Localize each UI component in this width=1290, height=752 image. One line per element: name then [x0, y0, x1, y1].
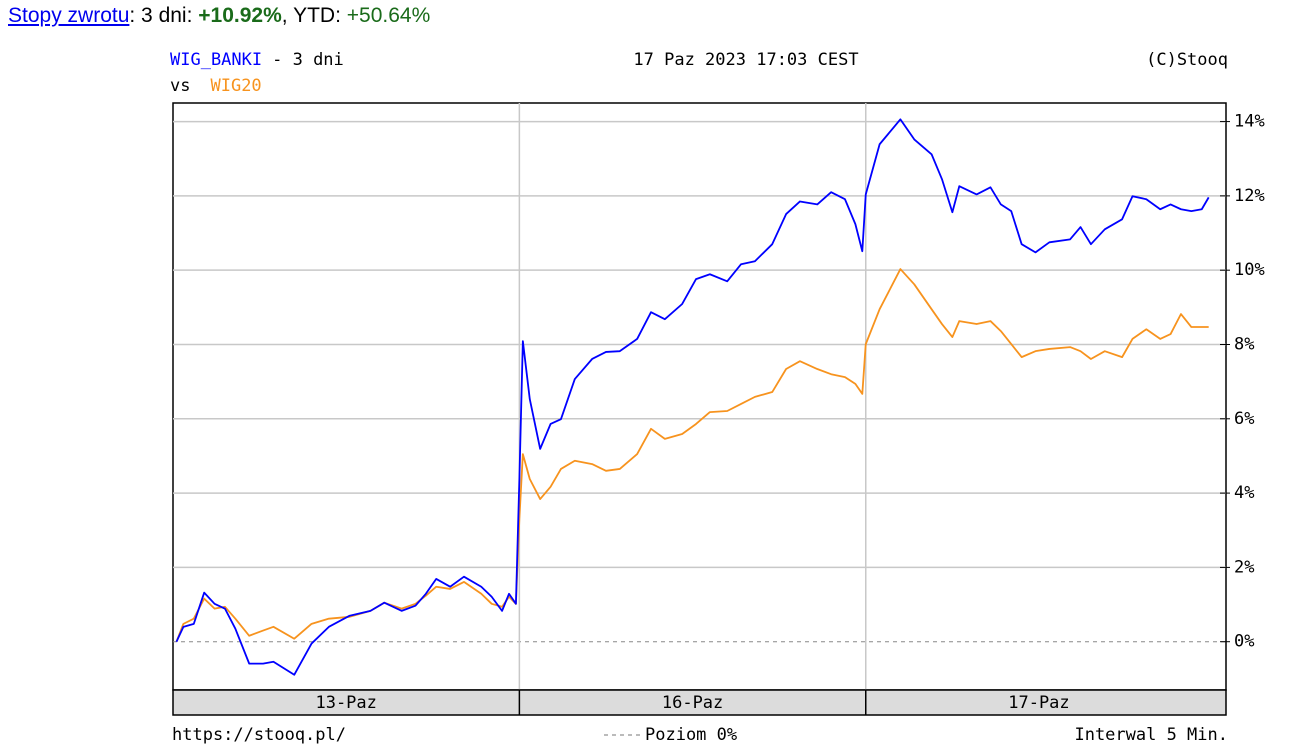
vs-label: vs — [170, 76, 190, 96]
x-tick-label: 17-Paz — [1008, 693, 1069, 713]
compare-line: vs WIG20 — [170, 76, 262, 96]
copyright: (C)Stooq — [1146, 50, 1228, 70]
y-tick-label: 10% — [1234, 260, 1265, 280]
y-tick-label: 0% — [1234, 632, 1254, 652]
period-label: : 3 dni: — [129, 4, 199, 27]
compare-name: WIG20 — [210, 76, 261, 96]
chart-title: WIG_BANKI - 3 dni — [170, 50, 344, 70]
ytd-return: +50.64% — [346, 4, 431, 27]
y-tick-label: 14% — [1234, 112, 1265, 132]
returns-link[interactable]: Stopy zwrotu — [8, 4, 130, 27]
y-tick-label: 8% — [1234, 334, 1254, 354]
y-tick-label: 12% — [1234, 186, 1265, 206]
footer-url: https://stooq.pl/ — [172, 725, 346, 745]
period-return: +10.92% — [198, 4, 282, 27]
returns-header: Stopy zwrotu: 3 dni: +10.92%, YTD: +50.6… — [8, 4, 430, 28]
x-tick-label: 16-Paz — [662, 693, 723, 713]
chart-date: 17 Paz 2023 17:03 CEST — [633, 50, 858, 70]
y-tick-label: 2% — [1234, 557, 1254, 577]
date-band — [172, 689, 1227, 716]
footer-level: Poziom 0% — [645, 725, 737, 745]
footer-interval: Interwal 5 Min. — [1074, 725, 1228, 745]
plot-area — [172, 102, 1227, 691]
x-tick-label: 13-Paz — [315, 693, 376, 713]
y-tick-label: 6% — [1234, 409, 1254, 429]
ytd-label: , YTD: — [281, 4, 347, 27]
grid — [173, 103, 1226, 690]
series-name: WIG_BANKI — [170, 50, 262, 70]
title-suffix: - 3 dni — [272, 50, 344, 70]
y-tick-label: 4% — [1234, 483, 1254, 503]
series-line — [175, 118, 1210, 676]
